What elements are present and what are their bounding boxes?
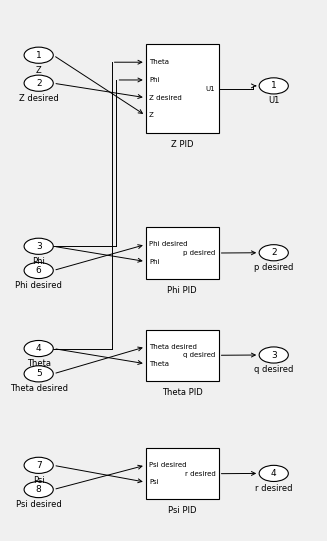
Text: Theta: Theta: [149, 361, 169, 367]
Text: 4: 4: [36, 344, 42, 353]
Ellipse shape: [24, 340, 53, 357]
Text: 1: 1: [36, 51, 42, 60]
Ellipse shape: [259, 78, 288, 94]
Text: p desired: p desired: [254, 263, 293, 272]
Ellipse shape: [24, 481, 53, 498]
Text: q desired: q desired: [254, 366, 293, 374]
Text: Phi: Phi: [149, 77, 160, 83]
Text: Z: Z: [149, 113, 154, 118]
Ellipse shape: [24, 238, 53, 254]
Text: 3: 3: [271, 351, 277, 360]
Text: Theta desired: Theta desired: [149, 344, 197, 349]
Text: Theta: Theta: [149, 59, 169, 65]
Ellipse shape: [24, 47, 53, 63]
Text: Z: Z: [36, 65, 42, 75]
Text: Phi desired: Phi desired: [15, 281, 62, 290]
Text: 4: 4: [271, 469, 277, 478]
Text: U1: U1: [206, 86, 215, 92]
Text: Psi PID: Psi PID: [168, 506, 197, 515]
Text: 5: 5: [36, 370, 42, 378]
Ellipse shape: [24, 75, 53, 91]
Ellipse shape: [24, 366, 53, 382]
Text: U1: U1: [268, 96, 280, 105]
Text: 3: 3: [36, 242, 42, 251]
Text: p desired: p desired: [183, 250, 215, 256]
Ellipse shape: [24, 262, 53, 279]
Text: r desired: r desired: [185, 471, 215, 477]
Text: r desired: r desired: [255, 484, 292, 493]
Ellipse shape: [24, 457, 53, 473]
Text: 2: 2: [271, 248, 277, 257]
Text: Phi: Phi: [32, 257, 45, 266]
Text: 8: 8: [36, 485, 42, 494]
Text: Theta desired: Theta desired: [10, 384, 68, 393]
Text: Z desired: Z desired: [19, 94, 59, 103]
Text: Z PID: Z PID: [171, 140, 193, 149]
Text: Phi PID: Phi PID: [167, 286, 197, 294]
Bar: [146, 329, 219, 381]
Ellipse shape: [259, 245, 288, 261]
Text: Phi desired: Phi desired: [149, 241, 187, 247]
Text: q desired: q desired: [183, 352, 215, 358]
Text: 1: 1: [271, 81, 277, 90]
Bar: [146, 227, 219, 279]
Text: Z desired: Z desired: [149, 95, 182, 101]
Bar: [146, 44, 219, 133]
Text: Psi desired: Psi desired: [149, 462, 186, 468]
Bar: [146, 448, 219, 499]
Text: Theta: Theta: [27, 359, 51, 368]
Text: Theta PID: Theta PID: [162, 388, 202, 397]
Text: Psi: Psi: [33, 476, 44, 485]
Text: Phi: Phi: [149, 259, 160, 265]
Text: Psi desired: Psi desired: [16, 500, 61, 509]
Ellipse shape: [259, 465, 288, 481]
Text: 7: 7: [36, 461, 42, 470]
Text: 6: 6: [36, 266, 42, 275]
Text: Psi: Psi: [149, 479, 159, 485]
Text: 2: 2: [36, 78, 42, 88]
Ellipse shape: [259, 347, 288, 363]
